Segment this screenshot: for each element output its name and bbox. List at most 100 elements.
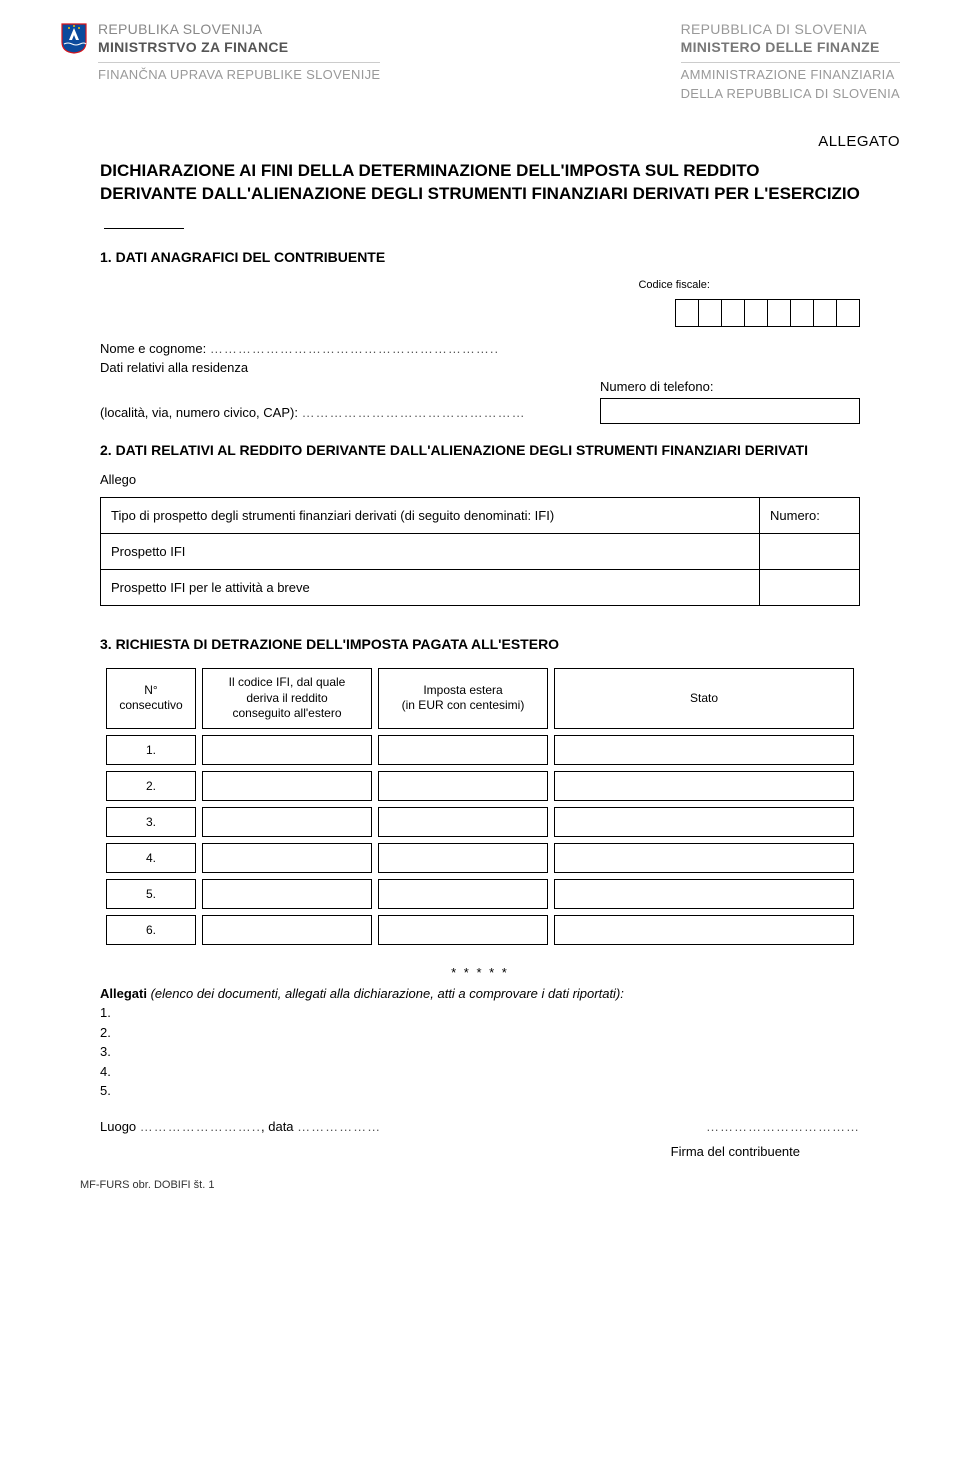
header-divider-right xyxy=(681,62,900,63)
ifi-prospetto-breve-label: Prospetto IFI per le attività a breve xyxy=(101,569,760,605)
row-codice[interactable] xyxy=(202,915,372,945)
row-stato[interactable] xyxy=(554,735,854,765)
allegati-item[interactable]: 2. xyxy=(100,1023,860,1043)
firma-line[interactable]: …………………………… xyxy=(706,1119,860,1134)
table-row: 4. xyxy=(106,843,854,873)
table-row: 5. xyxy=(106,879,854,909)
ifi-row: Prospetto IFI xyxy=(101,533,860,569)
row-stato[interactable] xyxy=(554,807,854,837)
allegato-label: ALLEGATO xyxy=(60,133,900,150)
ifi-row: Prospetto IFI per le attività a breve xyxy=(101,569,860,605)
luogo-data-row: Luogo …………………….., data ……………… …………………………… xyxy=(100,1119,860,1134)
cf-box[interactable] xyxy=(675,299,699,327)
cf-box[interactable] xyxy=(744,299,768,327)
section1: Codice fiscale: Nome e cognome: ……………………… xyxy=(100,275,860,424)
luogo-data-left[interactable]: Luogo …………………….., data ……………… xyxy=(100,1119,381,1134)
row-n: 1. xyxy=(106,735,196,765)
ifi-type-label: Tipo di prospetto degli strumenti finanz… xyxy=(101,497,760,533)
form-code: MF-FURS obr. DOBIFI št. 1 xyxy=(80,1179,900,1191)
letterhead: REPUBLIKA SLOVENIJA MINISTRSTVO ZA FINAN… xyxy=(60,20,900,103)
cf-box[interactable] xyxy=(767,299,791,327)
nome-cognome-field[interactable]: Nome e cognome: …………………………………………………….. xyxy=(100,341,860,356)
header-sl-line2: MINISTRSTVO ZA FINANCE xyxy=(98,38,380,56)
table-row: 3. xyxy=(106,807,854,837)
col-codice-header: Il codice IFI, dal quale deriva il reddi… xyxy=(202,668,372,729)
codice-fiscale-row: Codice fiscale: xyxy=(100,275,860,293)
row-codice[interactable] xyxy=(202,879,372,909)
section3-heading: 3. RICHIESTA DI DETRAZIONE DELL'IMPOSTA … xyxy=(100,636,860,652)
ifi-row: Tipo di prospetto degli strumenti finanz… xyxy=(101,497,860,533)
codice-fiscale-label: Codice fiscale: xyxy=(638,279,710,291)
allegati-intro: Allegati (elenco dei documenti, allegati… xyxy=(100,984,860,1004)
row-imposta[interactable] xyxy=(378,879,548,909)
header-it-line2: MINISTERO DELLE FINANZE xyxy=(681,38,900,56)
section3: N° consecutivo Il codice IFI, dal quale … xyxy=(100,662,860,951)
ifi-prospetto-label: Prospetto IFI xyxy=(101,533,760,569)
row-n: 6. xyxy=(106,915,196,945)
allegati-item[interactable]: 1. xyxy=(100,1003,860,1023)
table-row: 1. xyxy=(106,735,854,765)
row-stato[interactable] xyxy=(554,879,854,909)
row-n: 2. xyxy=(106,771,196,801)
row-codice[interactable] xyxy=(202,807,372,837)
section1-heading: 1. DATI ANAGRAFICI DEL CONTRIBUENTE xyxy=(100,249,860,265)
allegati-item[interactable]: 3. xyxy=(100,1042,860,1062)
row-imposta[interactable] xyxy=(378,843,548,873)
col-codice-text: Il codice IFI, dal quale deriva il reddi… xyxy=(229,675,346,720)
row-stato[interactable] xyxy=(554,915,854,945)
section2-heading: 2. DATI RELATIVI AL REDDITO DERIVANTE DA… xyxy=(100,442,860,458)
exercise-year-blank[interactable] xyxy=(104,228,184,229)
section2: Allego Tipo di prospetto degli strumenti… xyxy=(100,472,860,606)
main-title: DICHIARAZIONE AI FINI DELLA DETERMINAZIO… xyxy=(100,160,860,229)
data-dots: ……………… xyxy=(297,1119,381,1134)
letterhead-left: REPUBLIKA SLOVENIJA MINISTRSTVO ZA FINAN… xyxy=(60,20,380,84)
allegati-item[interactable]: 4. xyxy=(100,1062,860,1082)
row-n: 5. xyxy=(106,879,196,909)
row-codice[interactable] xyxy=(202,843,372,873)
telefono-wrap: Numero di telefono: xyxy=(600,379,860,424)
cf-box[interactable] xyxy=(790,299,814,327)
table-row: 2. xyxy=(106,771,854,801)
col-imposta-text: Imposta estera (in EUR con centesimi) xyxy=(402,683,525,713)
header-it-line1: REPUBBLICA DI SLOVENIA xyxy=(681,20,900,38)
row-n: 4. xyxy=(106,843,196,873)
col-imposta-header: Imposta estera (in EUR con centesimi) xyxy=(378,668,548,729)
col-stato-header: Stato xyxy=(554,668,854,729)
cf-box[interactable] xyxy=(836,299,860,327)
allegati-bold: Allegati xyxy=(100,986,147,1001)
row-imposta[interactable] xyxy=(378,735,548,765)
data-label: , data xyxy=(261,1119,294,1134)
residenza-field[interactable]: (località, via, numero civico, CAP): ………… xyxy=(100,405,600,420)
ifi-numero-cell[interactable] xyxy=(760,569,860,605)
header-divider-left xyxy=(98,62,380,63)
row-imposta[interactable] xyxy=(378,771,548,801)
residenza-label2: (località, via, numero civico, CAP): xyxy=(100,405,298,420)
row-imposta[interactable] xyxy=(378,807,548,837)
allegati-item[interactable]: 5. xyxy=(100,1081,860,1101)
cf-box[interactable] xyxy=(721,299,745,327)
codice-fiscale-boxes xyxy=(100,299,860,327)
residenza-dots: ………………………………………… xyxy=(302,405,526,420)
row-imposta[interactable] xyxy=(378,915,548,945)
cf-box[interactable] xyxy=(698,299,722,327)
ifi-numero-header: Numero: xyxy=(760,497,860,533)
telefono-label: Numero di telefono: xyxy=(600,379,860,394)
luogo-dots: …………………….. xyxy=(140,1119,261,1134)
telefono-input[interactable] xyxy=(600,398,860,424)
nome-cognome-label: Nome e cognome: xyxy=(100,341,206,356)
row-n: 3. xyxy=(106,807,196,837)
coat-of-arms-icon xyxy=(60,22,88,54)
ifi-numero-cell[interactable] xyxy=(760,533,860,569)
cf-box[interactable] xyxy=(813,299,837,327)
header-sl-line3: FINANČNA UPRAVA REPUBLIKE SLOVENIJE xyxy=(98,67,380,84)
table-header-row: N° consecutivo Il codice IFI, dal quale … xyxy=(106,668,854,729)
separator-stars: * * * * * xyxy=(60,965,900,980)
row-stato[interactable] xyxy=(554,771,854,801)
ifi-table: Tipo di prospetto degli strumenti finanz… xyxy=(100,497,860,606)
col-n-header: N° consecutivo xyxy=(106,668,196,729)
row-stato[interactable] xyxy=(554,843,854,873)
row-codice[interactable] xyxy=(202,771,372,801)
row-codice[interactable] xyxy=(202,735,372,765)
header-sl-line1: REPUBLIKA SLOVENIJA xyxy=(98,20,380,38)
col-n-text: N° consecutivo xyxy=(119,683,182,713)
